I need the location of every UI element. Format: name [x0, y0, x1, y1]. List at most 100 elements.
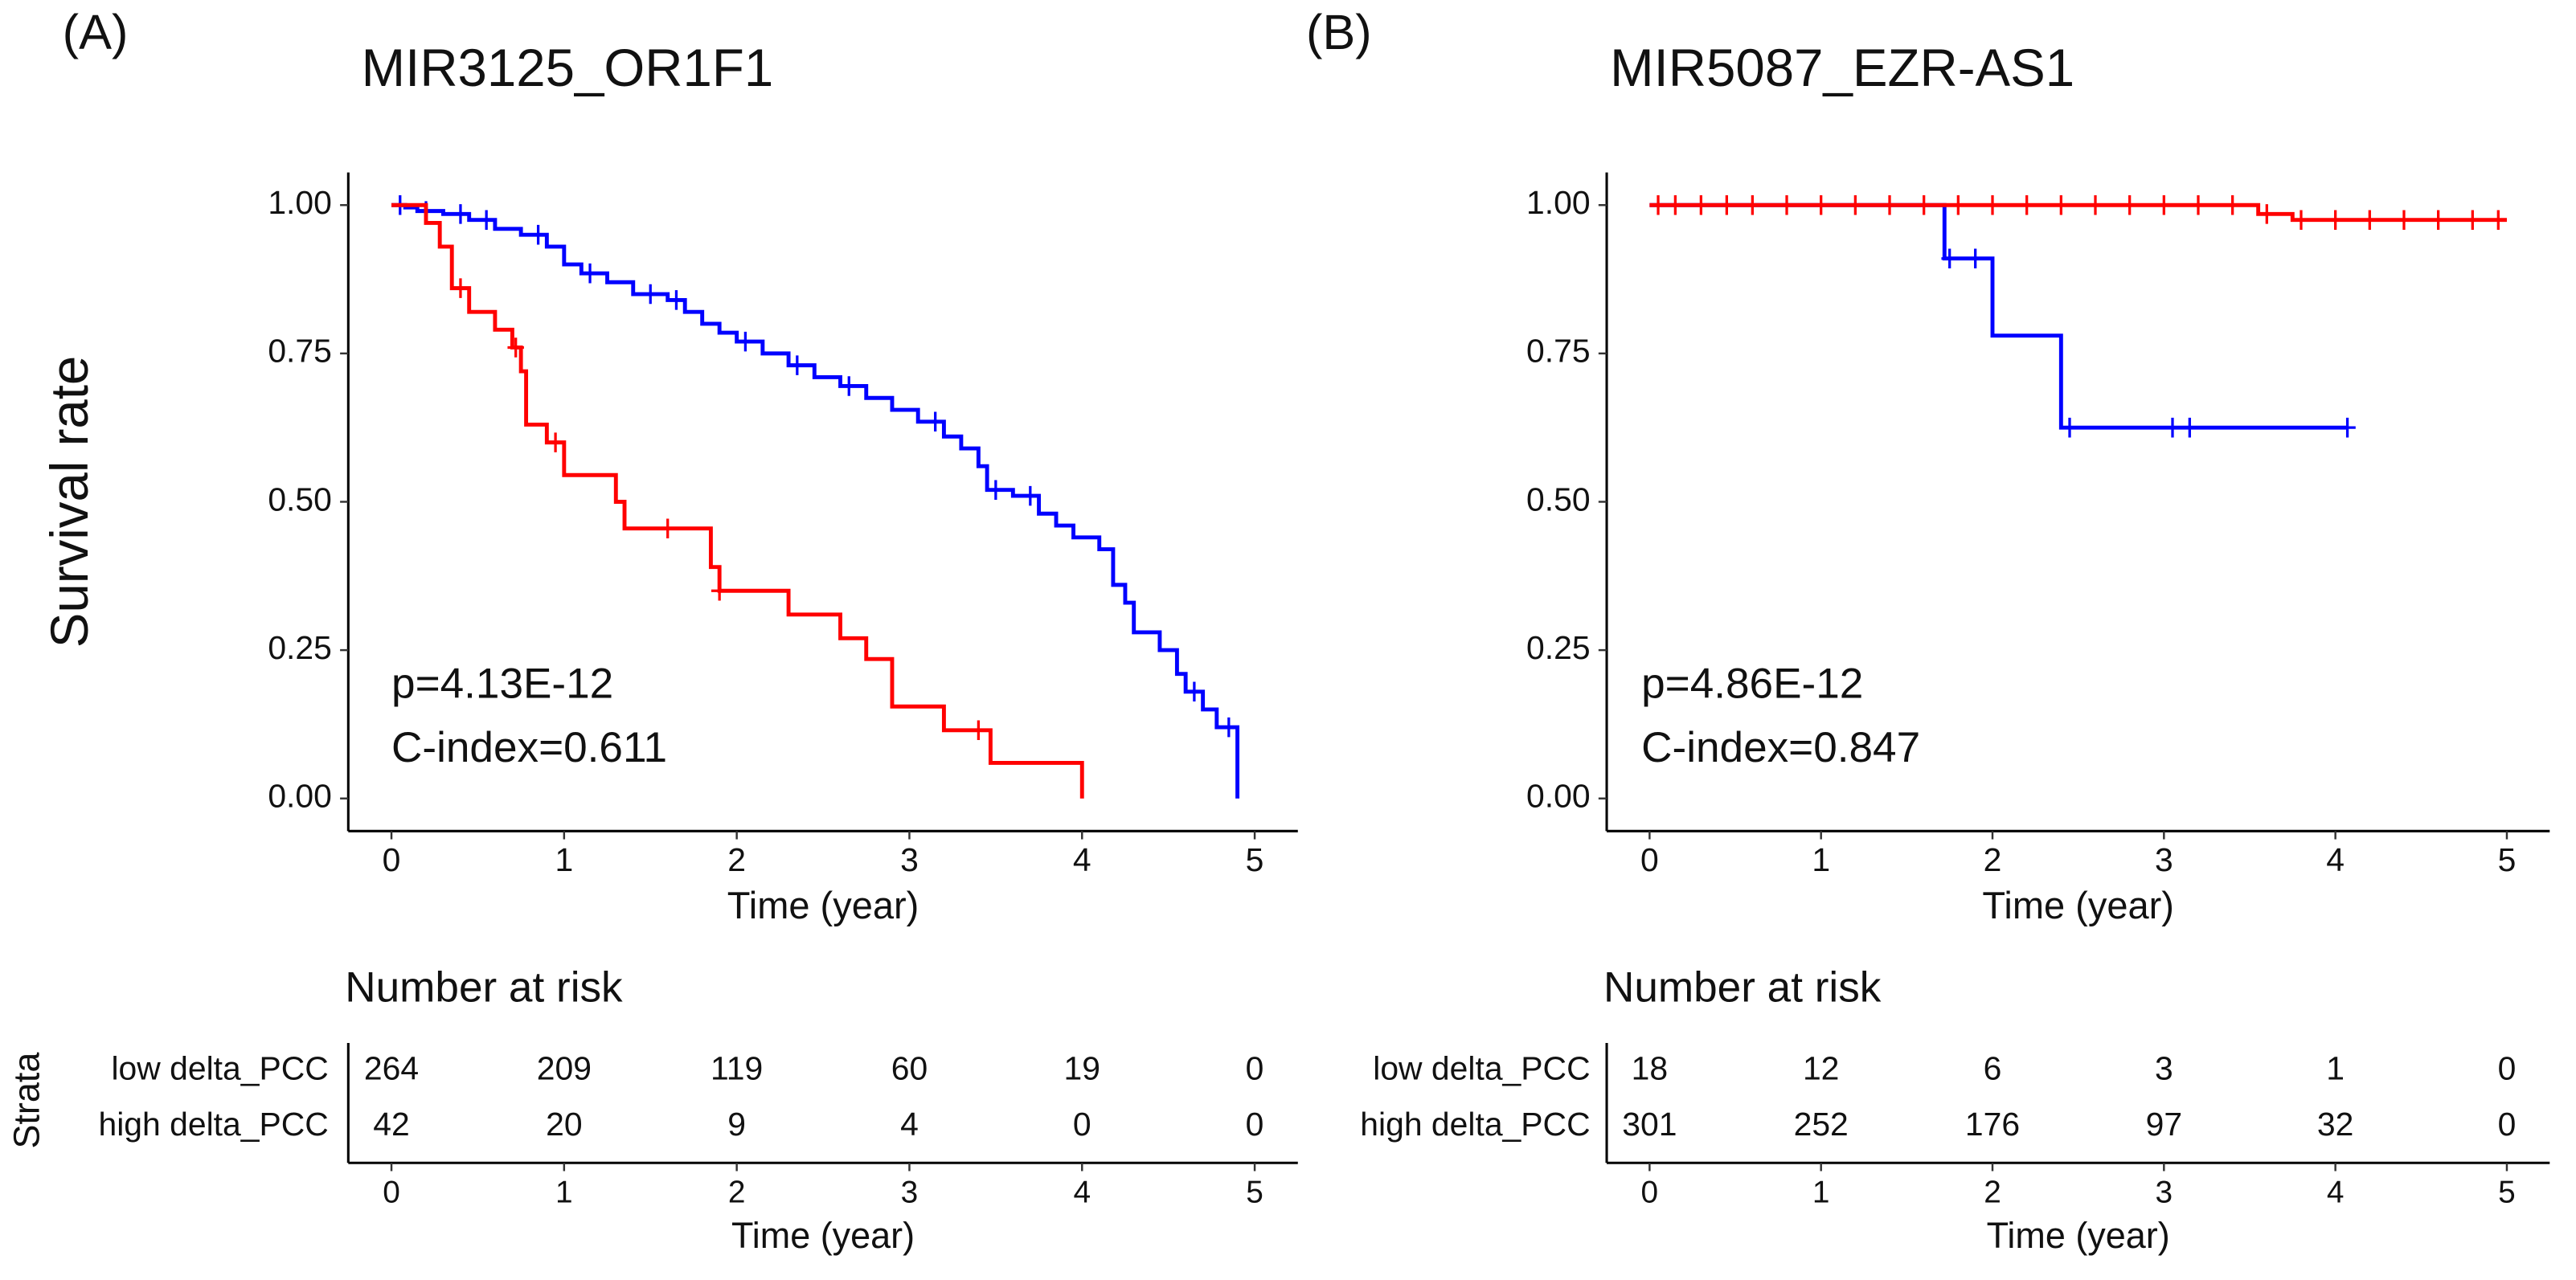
censor-mark	[547, 432, 564, 452]
x-tick-label: 3	[2155, 841, 2173, 878]
censor-mark	[927, 411, 944, 432]
censor-mark	[2018, 194, 2035, 215]
censor-mark	[841, 376, 858, 396]
risk-x-tick-label: 0	[383, 1175, 400, 1209]
strata-name: low delta_PCC	[111, 1050, 328, 1087]
risk-count: 9	[727, 1106, 746, 1143]
censor-mark	[581, 263, 599, 284]
y-tick-label: 1.00	[268, 184, 332, 221]
censor-mark	[2087, 194, 2104, 215]
censor-mark	[1847, 194, 1864, 215]
annotation: p=4.13E-12	[391, 660, 613, 707]
strata-name: high delta_PCC	[1360, 1106, 1590, 1143]
risk-count: 264	[364, 1050, 419, 1087]
x-tick-label: 5	[2498, 841, 2517, 878]
censor-mark	[2259, 204, 2275, 224]
x-tick-label: 1	[555, 841, 573, 878]
x-tick-label: 0	[383, 841, 401, 878]
censor-mark	[737, 331, 754, 352]
x-tick-label: 4	[2326, 841, 2345, 878]
risk-x-tick-label: 2	[1984, 1175, 2001, 1209]
risk-count: 60	[891, 1050, 928, 1087]
survival-curve	[391, 202, 1084, 799]
risk-x-tick-label: 4	[1073, 1175, 1091, 1209]
censor-mark	[1649, 194, 1667, 215]
risk-x-tick-label: 5	[2498, 1175, 2516, 1209]
risk-x-tick-label: 5	[1246, 1175, 1263, 1209]
censor-mark	[668, 290, 685, 310]
risk-count: 97	[2146, 1106, 2182, 1143]
censor-mark	[1950, 194, 1967, 215]
y-tick-label: 0.25	[268, 629, 332, 666]
risk-x-axis-label: Time (year)	[1987, 1215, 2170, 1256]
risk-count: 6	[1984, 1050, 2002, 1087]
censor-mark	[2053, 194, 2070, 215]
censor-mark	[2464, 210, 2481, 230]
risk-count: 32	[2317, 1106, 2353, 1143]
risk-count: 4	[900, 1106, 919, 1143]
y-tick-label: 0.00	[1526, 778, 1591, 815]
chart-title: MIR3125_OR1F1	[362, 39, 774, 97]
risk-count: 0	[1073, 1106, 1091, 1143]
risk-count: 252	[1794, 1106, 1849, 1143]
annotation: C-index=0.847	[1641, 724, 1920, 771]
censor-mark	[987, 480, 1005, 500]
x-axis-label: Time (year)	[727, 884, 919, 926]
x-tick-label: 2	[1984, 841, 2002, 878]
censor-mark	[1967, 248, 1984, 268]
y-tick-label: 0.00	[268, 778, 332, 815]
censor-mark	[642, 284, 659, 305]
censor-mark	[2181, 417, 2198, 438]
risk-count: 19	[1064, 1050, 1100, 1087]
chart-title: MIR5087_EZR-AS1	[1610, 39, 2074, 97]
censor-mark	[1220, 717, 1238, 738]
risk-count: 3	[2155, 1050, 2173, 1087]
y-tick-label: 0.25	[1526, 629, 1591, 666]
survival-curve	[1649, 202, 2507, 223]
x-tick-label: 0	[1640, 841, 1659, 878]
x-tick-label: 4	[1073, 841, 1091, 878]
risk-x-tick-label: 2	[728, 1175, 746, 1209]
strata-name: low delta_PCC	[1373, 1050, 1590, 1087]
risk-x-tick-label: 0	[1641, 1175, 1659, 1209]
censor-mark	[452, 204, 469, 224]
risk-x-tick-label: 4	[2327, 1175, 2345, 1209]
y-tick-label: 0.75	[268, 333, 332, 370]
censor-mark	[477, 210, 495, 230]
censor-mark	[2121, 194, 2138, 215]
censor-mark	[2327, 210, 2344, 230]
risk-table-title: Number at risk	[345, 964, 623, 1012]
annotation: C-index=0.611	[391, 724, 667, 771]
survival-curve	[1649, 202, 2348, 430]
risk-count: 0	[2498, 1106, 2517, 1143]
panel-label: (B)	[1306, 4, 1372, 59]
censor-mark	[1667, 194, 1684, 215]
risk-count: 42	[373, 1106, 409, 1143]
censor-mark	[788, 355, 806, 375]
annotation: p=4.86E-12	[1641, 660, 1863, 707]
strata-name: high delta_PCC	[98, 1106, 328, 1143]
censor-mark	[1778, 194, 1796, 215]
risk-x-tick-label: 1	[555, 1175, 573, 1209]
x-axis-label: Time (year)	[1982, 884, 2173, 926]
censor-mark	[2292, 210, 2310, 230]
panel-label: (A)	[63, 4, 129, 59]
censor-mark	[2189, 194, 2207, 215]
y-tick-label: 1.00	[1526, 184, 1591, 221]
risk-count: 301	[1622, 1106, 1677, 1143]
censor-mark	[1022, 485, 1039, 506]
risk-x-axis-label: Time (year)	[731, 1215, 915, 1256]
y-tick-label: 0.50	[1526, 481, 1591, 517]
x-tick-label: 5	[1246, 841, 1264, 878]
survival-curve	[391, 202, 1240, 799]
risk-count: 18	[1632, 1050, 1668, 1087]
risk-x-tick-label: 3	[901, 1175, 919, 1209]
censor-mark	[2156, 194, 2173, 215]
risk-count: 12	[1803, 1050, 1839, 1087]
risk-count: 0	[1246, 1050, 1264, 1087]
risk-count: 119	[711, 1050, 763, 1087]
censor-mark	[2339, 417, 2356, 438]
risk-x-tick-label: 1	[1812, 1175, 1830, 1209]
censor-mark	[507, 337, 524, 358]
